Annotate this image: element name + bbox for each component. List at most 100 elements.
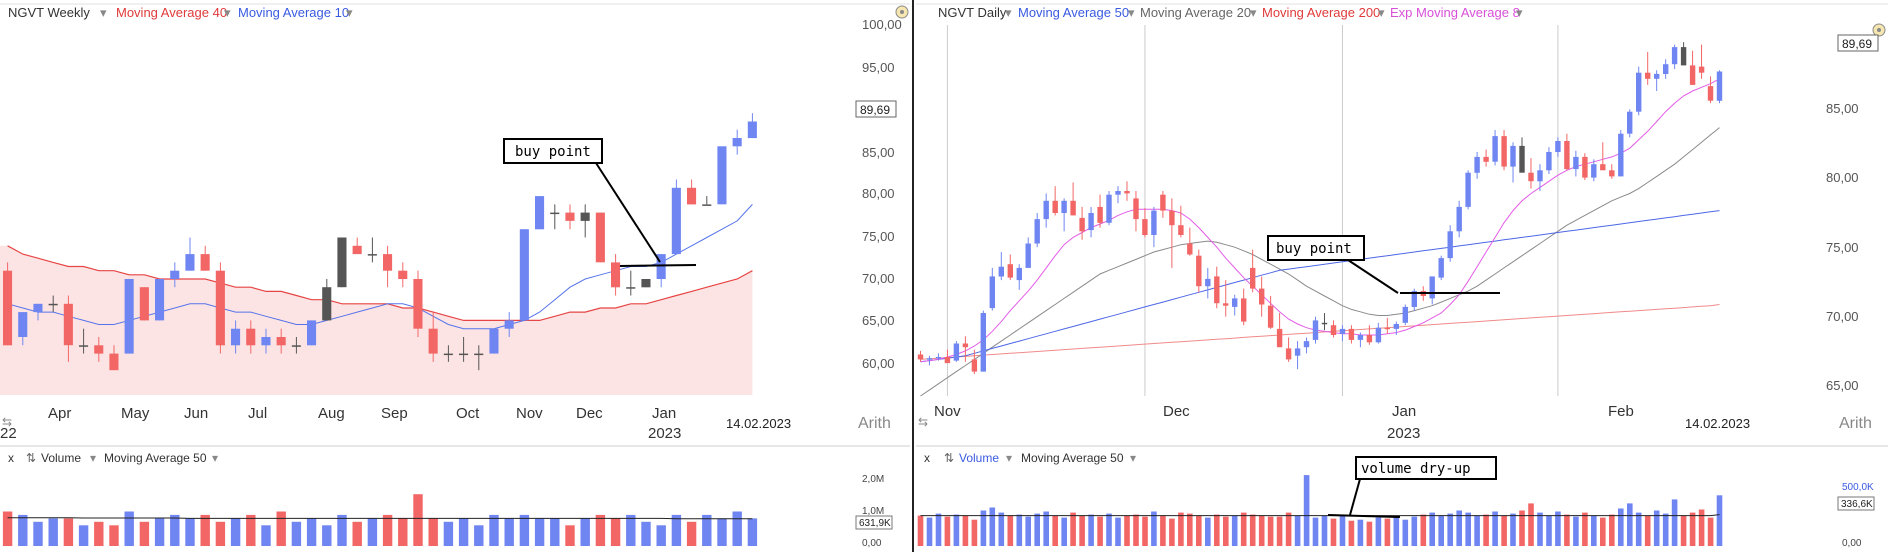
- candle-body: [231, 328, 241, 346]
- right-volume-sort-icon[interactable]: ⇅: [944, 451, 954, 465]
- candle-body: [1205, 278, 1211, 287]
- candle-body: [550, 212, 560, 215]
- left-header: NGVT Weekly ▾ Moving Average 40 ▾ Moving…: [8, 5, 353, 20]
- volume-bar: [1716, 495, 1723, 546]
- volume-dry-up-annotation: volume dry-up: [1327, 456, 1497, 518]
- right-volume-tick: 500,0K: [1842, 482, 1874, 493]
- left-symbol-dropdown-icon[interactable]: ▾: [100, 5, 107, 20]
- candle-body: [1707, 86, 1714, 101]
- left-price-tick: 95,00: [862, 60, 895, 75]
- right-volume-header: x ⇅ Volume ▾ Moving Average 50 ▾: [924, 451, 1136, 465]
- right-symbol-label[interactable]: NGVT Daily: [938, 5, 1007, 20]
- candle-body: [702, 204, 712, 206]
- left-scroll-icon[interactable]: ⇆: [2, 415, 12, 429]
- volume-bar: [1609, 514, 1615, 546]
- left-volume-label[interactable]: Volume: [41, 451, 81, 465]
- candle-body: [1223, 303, 1229, 306]
- candle-body: [611, 262, 621, 288]
- left-volume-sort-icon[interactable]: ⇅: [26, 451, 36, 465]
- left-time-tick: Nov: [516, 405, 543, 422]
- right-ind2-label[interactable]: Moving Average 20: [1140, 5, 1251, 20]
- volume-bar: [671, 514, 682, 546]
- left-ind2-label[interactable]: Moving Average 10: [238, 5, 349, 20]
- right-ind3-label[interactable]: Moving Average 200: [1262, 5, 1380, 20]
- volume-bar: [1411, 516, 1418, 546]
- left-ind1-label[interactable]: Moving Average 40: [116, 5, 227, 20]
- volume-bar: [1070, 512, 1076, 546]
- left-volume-close-button[interactable]: x: [8, 451, 14, 465]
- candle-body: [732, 138, 742, 147]
- right-symbol-dropdown-icon[interactable]: ▾: [1005, 5, 1012, 20]
- volume-bar: [580, 518, 590, 546]
- left-volume-tick: 2,0M: [862, 474, 884, 485]
- volume-bar: [1079, 515, 1085, 546]
- right-buy-point-annotation: buy point: [1267, 235, 1500, 294]
- volume-bar: [1429, 512, 1435, 546]
- left-ind2-dropdown-icon[interactable]: ▾: [346, 5, 353, 20]
- right-ind3-dropdown-icon[interactable]: ▾: [1378, 5, 1385, 20]
- right-ind2-dropdown-icon[interactable]: ▾: [1250, 5, 1257, 20]
- left-volume-ma-label[interactable]: Moving Average 50: [104, 451, 207, 465]
- right-volume-ma-dropdown-icon[interactable]: ▾: [1130, 451, 1136, 465]
- candle-body: [687, 187, 697, 205]
- candle-body: [413, 279, 423, 329]
- volume-bar: [1465, 512, 1471, 546]
- left-settings-icon[interactable]: [895, 5, 909, 19]
- right-ind1-label[interactable]: Moving Average 50: [1018, 5, 1129, 20]
- candle-body: [717, 146, 727, 205]
- ma40-shaded-area: [0, 245, 753, 395]
- volume-bar: [747, 518, 758, 546]
- candle-body: [917, 354, 924, 360]
- candle-body: [398, 270, 408, 279]
- right-volume-label[interactable]: Volume: [959, 451, 999, 465]
- volume-bar: [1303, 475, 1310, 546]
- volume-bar: [398, 518, 408, 546]
- volume-bar: [1106, 513, 1112, 546]
- candle-body: [1528, 172, 1534, 182]
- volume-bar: [989, 507, 996, 546]
- left-symbol-label[interactable]: NGVT Weekly: [8, 5, 90, 20]
- volume-bar: [702, 514, 712, 546]
- candle-body: [1061, 200, 1067, 213]
- candle-body: [1465, 172, 1471, 207]
- candle-body: [1519, 145, 1525, 173]
- candle-body: [580, 212, 590, 221]
- candle-body: [1303, 341, 1310, 348]
- volume-bar: [1016, 514, 1023, 546]
- volume-bar: [458, 518, 469, 546]
- right-ind1-dropdown-icon[interactable]: ▾: [1128, 5, 1135, 20]
- svg-text:89,69: 89,69: [860, 103, 890, 117]
- right-ind4-dropdown-icon[interactable]: ▾: [1516, 5, 1523, 20]
- svg-text:89,69: 89,69: [1842, 37, 1872, 51]
- right-scale-label[interactable]: Arith: [1839, 415, 1872, 432]
- volume-bar: [1375, 517, 1382, 546]
- candle-body: [1591, 164, 1597, 178]
- right-scroll-icon[interactable]: ⇆: [918, 415, 928, 429]
- volume-bar: [998, 512, 1005, 546]
- right-time-tick: Feb: [1608, 403, 1634, 420]
- candle-body: [18, 312, 28, 337]
- volume-bar: [1519, 510, 1525, 546]
- candle-body: [953, 343, 960, 361]
- right-volume-dropdown-icon[interactable]: ▾: [1006, 451, 1012, 465]
- ma200-line: [920, 304, 1720, 360]
- left-volume-tick: 1,0M: [862, 506, 884, 517]
- left-scale-label[interactable]: Arith: [858, 415, 891, 432]
- right-ind4-label[interactable]: Exp Moving Average 8: [1390, 5, 1520, 20]
- left-volume-ma-dropdown-icon[interactable]: ▾: [212, 451, 218, 465]
- volume-bar: [1196, 515, 1202, 546]
- right-time-tick: Nov: [934, 403, 961, 420]
- left-volume-dropdown-icon[interactable]: ▾: [90, 451, 96, 465]
- volume-bar: [1330, 518, 1337, 546]
- left-ind1-dropdown-icon[interactable]: ▾: [224, 5, 231, 20]
- volume-bar: [428, 518, 438, 546]
- left-volume-header: x ⇅ Volume ▾ Moving Average 50 ▾: [8, 451, 218, 465]
- right-volume-close-button[interactable]: x: [924, 451, 930, 465]
- left-price-tick: 100,00: [862, 17, 902, 32]
- right-header: NGVT Daily ▾ Moving Average 50 ▾ Moving …: [938, 5, 1523, 20]
- candle-body: [1151, 210, 1157, 235]
- volume-bar: [474, 525, 484, 546]
- volume-bar: [1501, 515, 1507, 546]
- right-settings-icon[interactable]: [1872, 23, 1886, 37]
- right-volume-ma-label[interactable]: Moving Average 50: [1021, 451, 1124, 465]
